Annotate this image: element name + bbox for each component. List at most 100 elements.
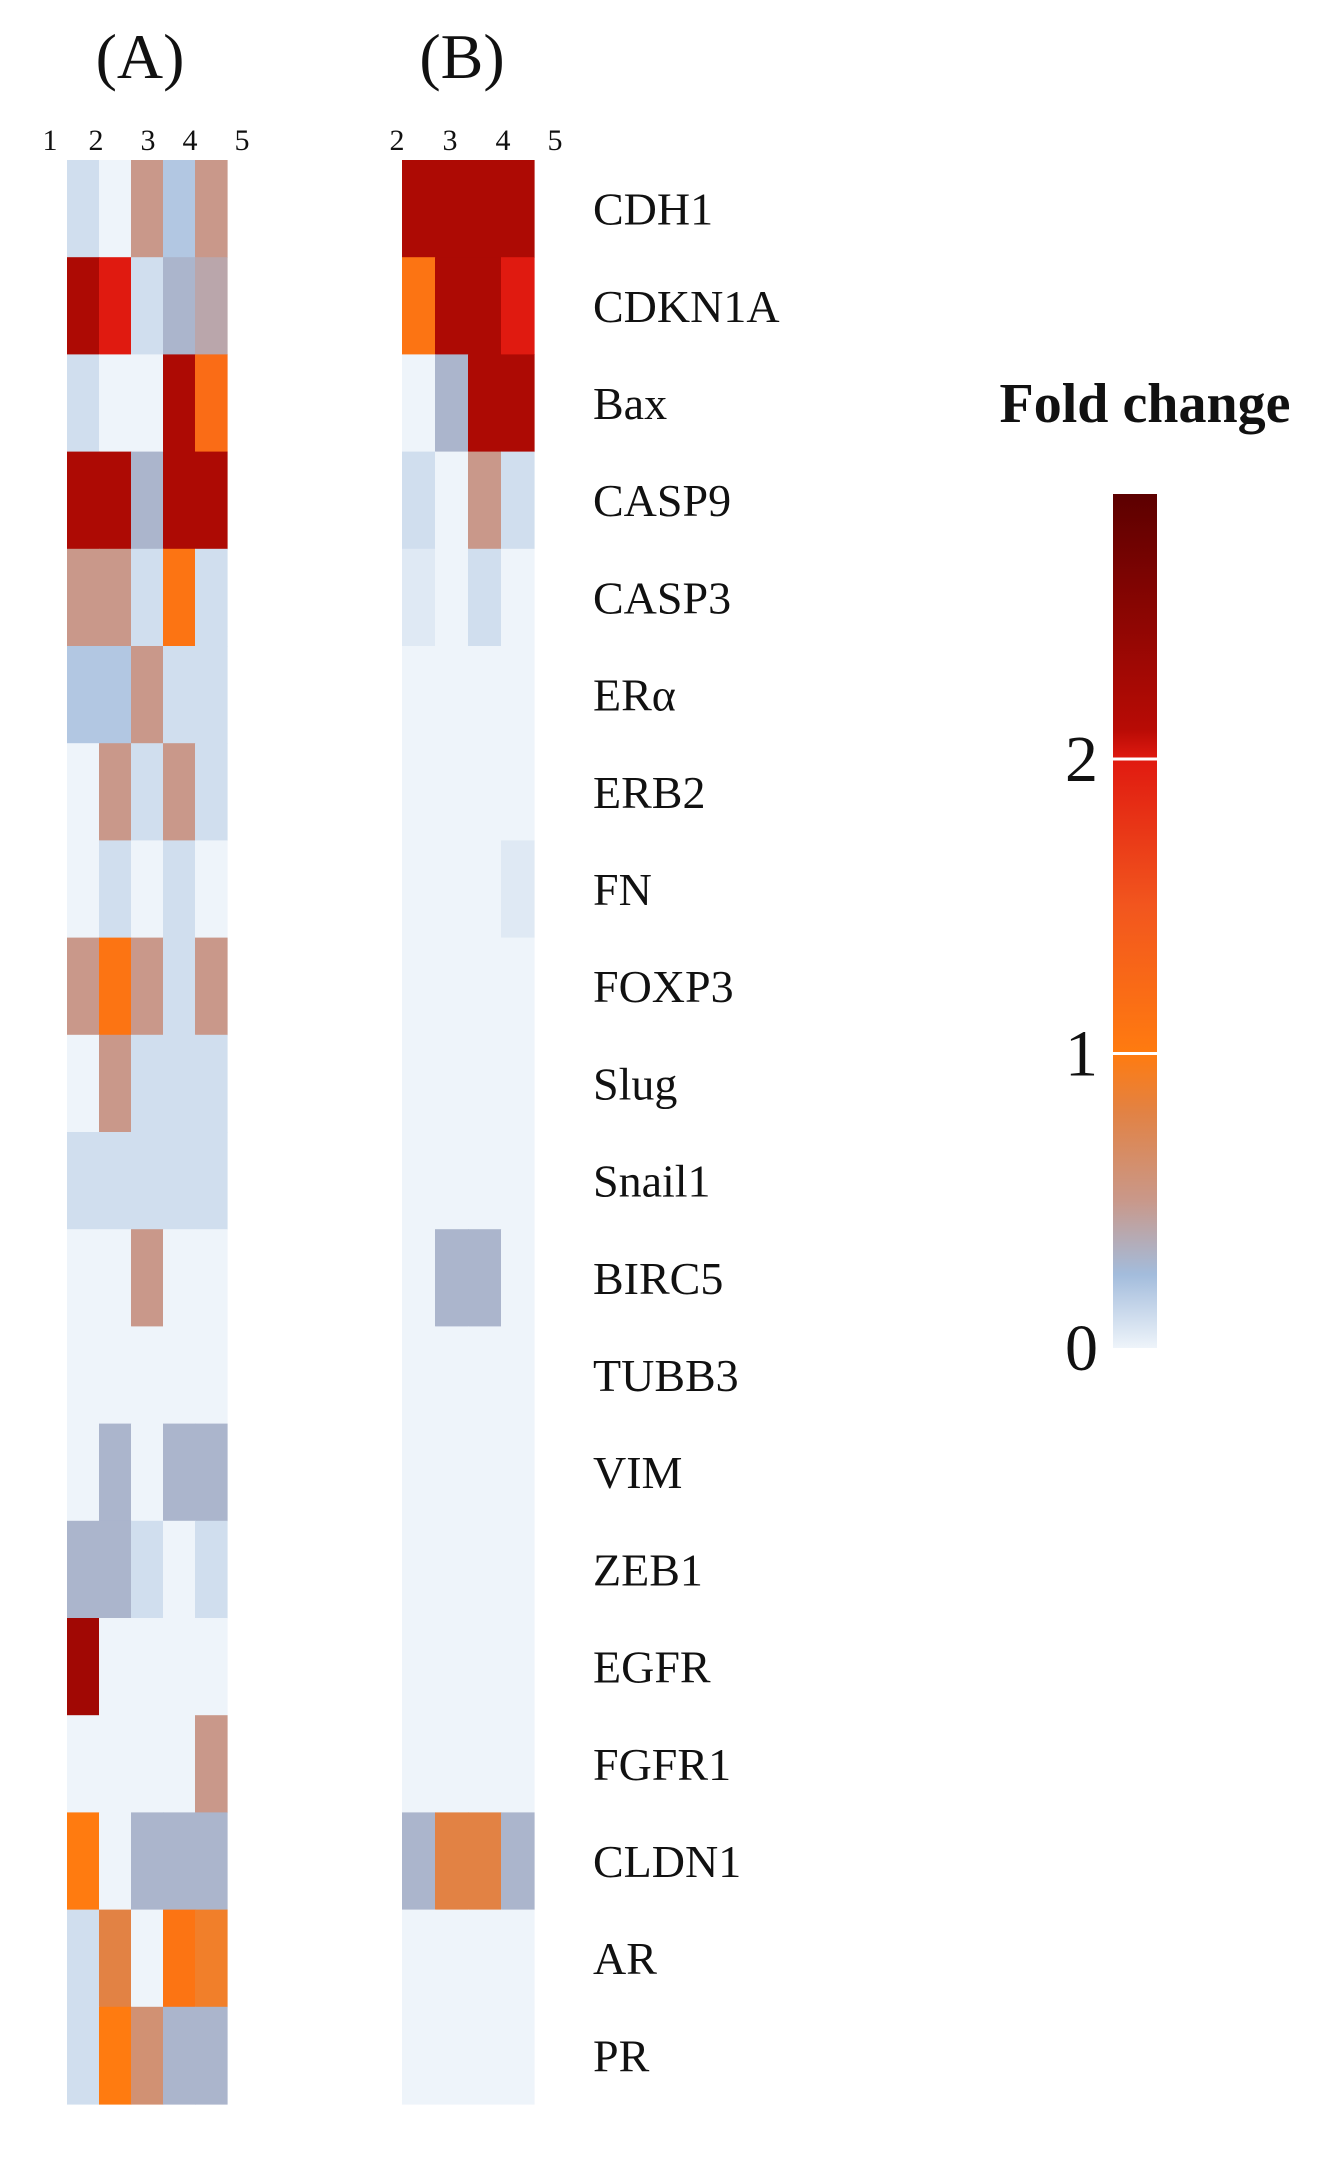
heatmap-cell-a bbox=[163, 743, 196, 841]
heatmap-cell-a bbox=[131, 937, 164, 1036]
heatmap-cell-b bbox=[468, 937, 502, 1036]
heatmap-cell-a bbox=[163, 2006, 196, 2105]
heatmap-cell-a bbox=[67, 1034, 100, 1133]
heatmap-cell-a bbox=[195, 1423, 228, 1522]
gene-label: FGFR1 bbox=[593, 1739, 731, 1790]
heatmap-cell-a bbox=[67, 1520, 100, 1619]
gene-label: ZEB1 bbox=[593, 1544, 703, 1595]
heatmap-cell-b bbox=[402, 257, 436, 355]
heatmap-cell-b bbox=[402, 1909, 436, 2008]
heatmap-cell-b bbox=[435, 937, 469, 1036]
heatmap-cell-a bbox=[67, 937, 100, 1036]
heatmap-cell-a bbox=[131, 646, 164, 744]
heatmap-cell-b bbox=[468, 257, 502, 355]
heatmap-cell-a bbox=[195, 840, 228, 939]
heatmap-cell-b bbox=[468, 840, 502, 939]
heatmap-cell-b bbox=[468, 1520, 502, 1619]
heatmap-cell-a bbox=[67, 257, 100, 355]
heatmap-cell-a bbox=[99, 646, 132, 744]
heatmap-cell-a bbox=[131, 1520, 164, 1619]
heatmap-cell-b bbox=[435, 1034, 469, 1133]
gene-label: AR bbox=[593, 1933, 657, 1984]
heatmap-cell-a bbox=[195, 451, 228, 550]
heatmap-cell-a bbox=[131, 1909, 164, 2008]
gene-label: Bax bbox=[593, 378, 667, 429]
heatmap-cell-b bbox=[501, 257, 535, 355]
heatmap-cell-b bbox=[435, 2006, 469, 2105]
colorbar-tick-label: 0 bbox=[1065, 1312, 1098, 1385]
heatmap-cell-b bbox=[468, 743, 502, 841]
heatmap-cell-a bbox=[67, 1618, 100, 1716]
column-label-b: 2 bbox=[390, 124, 405, 157]
heatmap-cell-b bbox=[501, 1132, 535, 1230]
gene-label: CLDN1 bbox=[593, 1836, 741, 1887]
heatmap-cell-b bbox=[468, 2006, 502, 2105]
heatmap-cell-b bbox=[468, 1132, 502, 1230]
heatmap-cell-a bbox=[163, 1423, 196, 1522]
heatmap-cell-a bbox=[67, 451, 100, 550]
heatmap-cell-b bbox=[402, 1132, 436, 1230]
heatmap-cell-a bbox=[131, 257, 164, 355]
heatmap-cell-a bbox=[99, 1229, 132, 1327]
heatmap-cell-b bbox=[402, 1034, 436, 1133]
heatmap-cell-a bbox=[67, 840, 100, 939]
heatmap-cell-a bbox=[99, 1520, 132, 1619]
heatmap-cell-a bbox=[99, 1909, 132, 2008]
heatmap-cell-a bbox=[99, 354, 132, 453]
heatmap-cell-a bbox=[163, 1520, 196, 1619]
heatmap-a bbox=[67, 160, 228, 2105]
heatmap-cell-b bbox=[468, 1715, 502, 1813]
heatmap-cell-b bbox=[501, 1326, 535, 1425]
heatmap-cell-b bbox=[435, 1229, 469, 1327]
heatmap-cell-b bbox=[435, 160, 469, 258]
heatmap-cell-a bbox=[131, 1423, 164, 1522]
heatmap-cell-a bbox=[131, 2006, 164, 2105]
heatmap-cell-a bbox=[195, 1715, 228, 1813]
heatmap-cell-b bbox=[435, 1520, 469, 1619]
column-labels-b: 2 3 4 5 bbox=[390, 124, 563, 157]
heatmap-cell-b bbox=[402, 743, 436, 841]
heatmap-cell-b bbox=[402, 451, 436, 550]
heatmap-cell-a bbox=[195, 1034, 228, 1133]
heatmap-cell-a bbox=[163, 1229, 196, 1327]
heatmap-cell-b bbox=[468, 1812, 502, 1911]
heatmap-cell-b bbox=[501, 548, 535, 647]
heatmap-cell-b bbox=[435, 646, 469, 744]
heatmap-cell-a bbox=[67, 2006, 100, 2105]
heatmap-cell-b bbox=[435, 1715, 469, 1813]
panel-a-title: (A) bbox=[96, 21, 185, 92]
heatmap-cell-b bbox=[501, 1229, 535, 1327]
heatmap-cell-b bbox=[402, 1326, 436, 1425]
colorbar-tick-label: 2 bbox=[1065, 723, 1098, 796]
gene-labels: CDH1 CDKN1A Bax CASP9 CASP3 ERα ERB2 FN FOXP3 Slu… bbox=[593, 184, 780, 2082]
heatmap-cell-b bbox=[402, 2006, 436, 2105]
heatmap-cell-a bbox=[67, 646, 100, 744]
heatmap-cell-a bbox=[163, 646, 196, 744]
heatmap-cell-a bbox=[67, 548, 100, 647]
heatmap-cell-b bbox=[435, 1812, 469, 1911]
heatmap-cell-a bbox=[99, 743, 132, 841]
colorbar-ticks: 0 1 2 bbox=[1065, 723, 1157, 1385]
legend-title: Fold change bbox=[1000, 373, 1291, 435]
heatmap-cell-b bbox=[468, 1909, 502, 2008]
heatmap-cell-a bbox=[163, 1909, 196, 2008]
heatmap-cell-b bbox=[501, 1034, 535, 1133]
heatmap-cell-a bbox=[195, 160, 228, 258]
heatmap-b bbox=[402, 160, 535, 2105]
heatmap-cell-a bbox=[67, 1715, 100, 1813]
heatmap-cell-b bbox=[435, 743, 469, 841]
heatmap-cell-b bbox=[402, 1423, 436, 1522]
column-label-a: 5 bbox=[235, 124, 250, 157]
heatmap-cell-b bbox=[501, 840, 535, 939]
heatmap-cell-b bbox=[435, 257, 469, 355]
gene-label: EGFR bbox=[593, 1642, 711, 1693]
heatmap-cell-a bbox=[131, 840, 164, 939]
heatmap-cell-b bbox=[435, 354, 469, 453]
heatmap-cell-a bbox=[67, 1229, 100, 1327]
heatmap-cell-a bbox=[163, 1715, 196, 1813]
heatmap-cell-a bbox=[99, 1132, 132, 1230]
heatmap-cell-a bbox=[195, 1132, 228, 1230]
heatmap-cell-b bbox=[468, 548, 502, 647]
heatmap-cell-a bbox=[131, 1034, 164, 1133]
heatmap-cell-b bbox=[501, 2006, 535, 2105]
